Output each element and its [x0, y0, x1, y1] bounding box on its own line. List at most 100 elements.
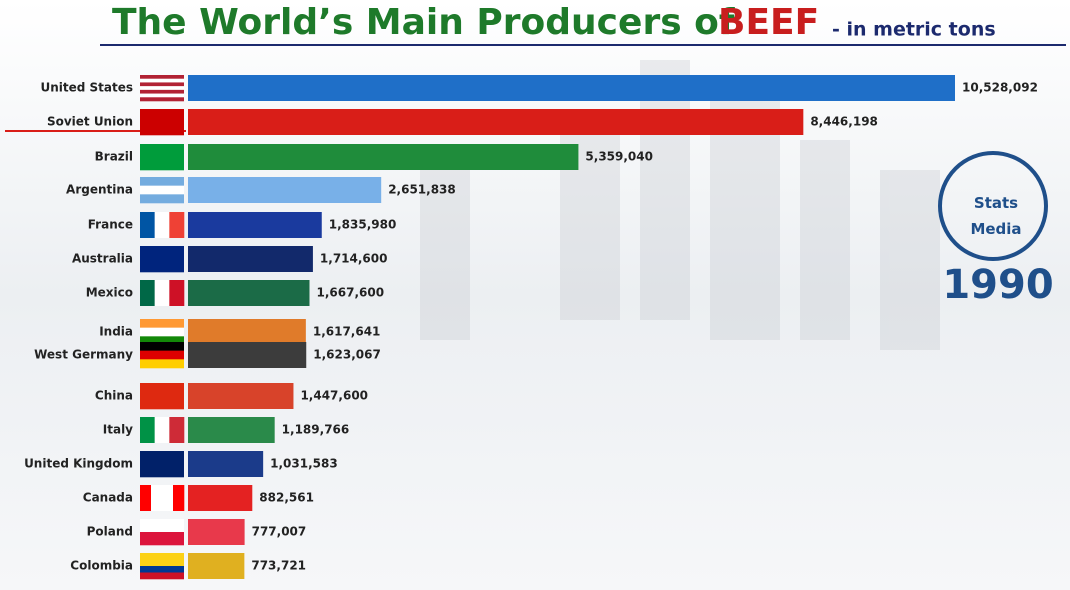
value-label: 773,721: [251, 559, 306, 573]
flag-stripe: [140, 144, 184, 171]
value-label: 2,651,838: [388, 183, 456, 197]
category-label: West Germany: [34, 348, 133, 362]
bar: [188, 319, 306, 345]
flag-stripe: [140, 417, 155, 443]
bar: [188, 75, 955, 101]
value-label: 1,031,583: [270, 457, 338, 471]
city-backdrop: [420, 60, 940, 350]
category-label: Mexico: [86, 286, 133, 300]
flag-stripe: [140, 78, 184, 83]
flag: [140, 280, 185, 306]
category-label: United Kingdom: [24, 457, 133, 471]
flag-stripe: [154, 212, 170, 238]
category-label: United States: [40, 81, 133, 95]
flag-stripe: [169, 212, 185, 238]
flag: [140, 485, 185, 511]
flag-stripe: [140, 485, 152, 511]
value-label: 882,561: [259, 491, 314, 505]
bar: [188, 383, 294, 409]
category-label: Poland: [87, 525, 133, 539]
flag: [140, 383, 184, 410]
value-label: 1,189,766: [282, 423, 350, 437]
logo-text: Media: [970, 220, 1021, 238]
bar: [188, 519, 245, 545]
flag-stripe: [140, 82, 184, 87]
value-label: 1,623,067: [313, 348, 381, 362]
value-label: 777,007: [252, 525, 307, 539]
value-label: 1,447,600: [300, 389, 368, 403]
category-label: Brazil: [95, 150, 133, 164]
flag-stripe: [140, 572, 184, 580]
logo-ring: [938, 151, 1048, 261]
bar: [188, 212, 322, 238]
flag: [140, 177, 184, 204]
flag-stripe: [140, 185, 184, 195]
flag-stripe: [162, 485, 174, 511]
flag: [140, 75, 184, 102]
flag-stripe: [140, 342, 184, 351]
flag-stripe: [140, 246, 184, 273]
flag-stripe: [140, 451, 184, 478]
value-label: 1,714,600: [320, 252, 388, 266]
value-label: 1,617,641: [313, 325, 381, 339]
bar: [188, 342, 307, 368]
flag-stripe: [151, 485, 163, 511]
flag: [140, 212, 185, 238]
flag-stripe: [140, 177, 184, 186]
value-label: 10,528,092: [962, 81, 1038, 95]
flag: [140, 144, 184, 171]
flag-stripe: [140, 280, 155, 306]
flag-stripe: [140, 97, 184, 102]
flag-stripe: [140, 383, 184, 410]
value-label: 1,835,980: [329, 218, 397, 232]
flag-stripe: [140, 93, 184, 98]
flag-stripe: [140, 319, 184, 328]
bar: [188, 177, 382, 203]
flag-stripe: [140, 89, 184, 94]
flag-stripe: [140, 532, 184, 546]
flag-stripe: [140, 212, 155, 238]
flag-stripe: [140, 350, 184, 360]
category-label: Australia: [72, 252, 133, 266]
category-label: India: [99, 325, 133, 339]
category-label: China: [95, 389, 133, 403]
flag-stripe: [140, 194, 184, 204]
flag: [140, 417, 185, 443]
flag-stripe: [169, 417, 185, 443]
flag-stripe: [140, 566, 184, 573]
category-label: Colombia: [70, 559, 133, 573]
category-label: France: [88, 218, 133, 232]
category-label: Canada: [83, 491, 133, 505]
bar: [188, 280, 310, 306]
bar: [188, 451, 264, 477]
subtitle: - in metric tons: [832, 19, 996, 41]
category-label: Italy: [103, 423, 133, 437]
chart-title: The World’s Main Producers of: [112, 2, 735, 43]
flag-stripe: [140, 359, 184, 369]
year-label: 1990: [942, 262, 1053, 308]
flag-stripe: [140, 519, 184, 533]
flag: [140, 319, 184, 346]
flag: [140, 109, 184, 136]
flag: [140, 451, 184, 478]
flag-stripe: [173, 485, 185, 511]
flag-stripe: [154, 417, 170, 443]
category-label: Argentina: [66, 183, 133, 197]
category-label: Soviet Union: [47, 115, 133, 129]
flag-stripe: [140, 86, 184, 91]
flag-stripe: [140, 336, 184, 346]
bar: [188, 485, 253, 511]
title-highlight: BEEF: [718, 2, 819, 43]
value-label: 8,446,198: [810, 115, 878, 129]
flag-stripe: [140, 553, 184, 560]
bar: [188, 246, 313, 272]
flag: [140, 553, 184, 580]
bar: [188, 144, 579, 170]
flag-stripe: [154, 280, 170, 306]
flag-stripe: [140, 327, 184, 337]
bar: [188, 553, 245, 579]
value-label: 5,359,040: [585, 150, 653, 164]
logo-text: Stats: [974, 194, 1018, 212]
flag: [140, 519, 184, 546]
flag: [140, 246, 184, 273]
